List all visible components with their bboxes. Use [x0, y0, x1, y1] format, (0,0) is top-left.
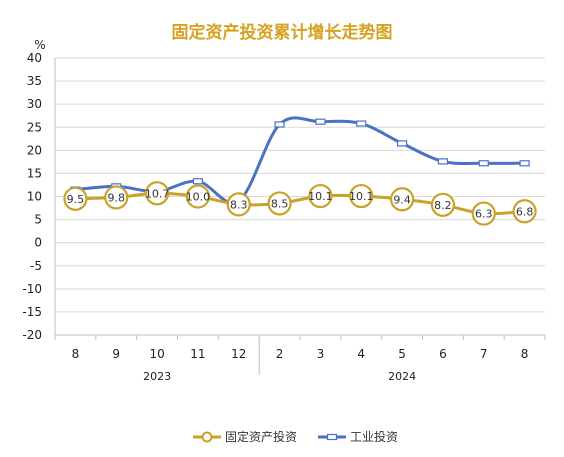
- data-point: [274, 121, 285, 128]
- y-tick-label: -5: [30, 259, 42, 273]
- data-point: [63, 186, 88, 211]
- x-tick-label: 11: [190, 347, 205, 361]
- legend-label-fixed-asset: 固定资产投资: [225, 429, 297, 444]
- legend-marker-industrial: [326, 433, 338, 441]
- data-point: [349, 183, 374, 209]
- x-tick-label: 8: [521, 347, 529, 361]
- data-point: [144, 181, 170, 206]
- legend: 固定资产投资 工业投资: [193, 429, 398, 444]
- data-point: [512, 199, 537, 224]
- data-point: [267, 191, 292, 216]
- data-label: 9.4: [393, 193, 411, 206]
- data-label: 6.8: [516, 205, 534, 218]
- y-tick-label: 10: [27, 190, 42, 204]
- x-tick-label: 4: [357, 347, 365, 361]
- y-tick-label: -10: [22, 282, 42, 296]
- y-tick-label: 5: [34, 213, 42, 227]
- data-point: [308, 183, 333, 209]
- data-point: [396, 140, 408, 147]
- x-tick-labels: 8 9 10 11 12 2 3 4 5 6 7 8: [72, 347, 529, 361]
- y-tick-label: 30: [27, 97, 42, 111]
- series-line-1: [75, 116, 525, 205]
- x-tick-label: 3: [317, 347, 325, 361]
- data-label: 8.2: [434, 199, 452, 212]
- x-tick-label: 10: [149, 347, 164, 361]
- data-label: 8.3: [230, 198, 248, 211]
- x-group-label: 2024: [388, 370, 416, 383]
- data-point: [315, 118, 326, 125]
- data-point: [389, 187, 415, 212]
- data-label: 10.1: [308, 190, 333, 203]
- data-point: [430, 192, 456, 217]
- data-point: [478, 160, 489, 167]
- data-point: [226, 192, 251, 217]
- y-tick-label: 0: [34, 236, 42, 250]
- x-tick-label: 9: [112, 347, 120, 361]
- y-tick-label: 25: [27, 120, 42, 134]
- legend-marker-fixed-asset: [201, 431, 213, 443]
- y-tick-label: 20: [27, 143, 42, 157]
- y-tick-label: 40: [27, 51, 42, 65]
- data-label: 8.5: [271, 197, 289, 210]
- x-tick-label: 2: [276, 347, 284, 361]
- y-tick-label: 35: [27, 74, 42, 88]
- x-tick-label: 5: [398, 347, 406, 361]
- y-tick-label: -20: [22, 328, 42, 342]
- data-point: [185, 184, 211, 209]
- y-tick-label: 15: [27, 166, 42, 180]
- data-label: 9.8: [108, 191, 126, 204]
- x-tick-label: 12: [231, 347, 246, 361]
- x-tick-label: 7: [480, 347, 488, 361]
- data-point: [192, 178, 204, 185]
- data-point: [471, 201, 496, 226]
- x-group-label: 2023: [143, 370, 171, 383]
- data-point: [356, 120, 367, 127]
- data-label: 10.1: [349, 190, 374, 203]
- x-tick-label: 6: [439, 347, 447, 361]
- data-point: [519, 160, 530, 167]
- data-label: 10.0: [186, 191, 211, 204]
- data-label: 9.5: [67, 193, 85, 206]
- x-group-labels: 2023 2024: [143, 335, 416, 383]
- data-point: [437, 158, 449, 165]
- y-tick-label: -15: [22, 305, 42, 319]
- data-label: 10.7: [145, 187, 170, 200]
- data-label: 6.3: [475, 208, 493, 221]
- x-tick-label: 8: [72, 347, 80, 361]
- series-layer: 9.5 9.8 10.7 10.0 8.3 8.5 10.1 10.1 9.4 8.2 6.3 6.8: [63, 116, 537, 226]
- y-tick-labels: 40 35 30 25 20 15 10 5 0 -5 -10 -15 -20: [22, 51, 42, 342]
- y-axis-unit: %: [34, 38, 45, 52]
- chart-title: 固定资产投资累计增长走势图: [172, 22, 393, 43]
- axes: [54, 58, 546, 340]
- data-point: [104, 185, 129, 210]
- legend-label-industrial: 工业投资: [350, 429, 398, 444]
